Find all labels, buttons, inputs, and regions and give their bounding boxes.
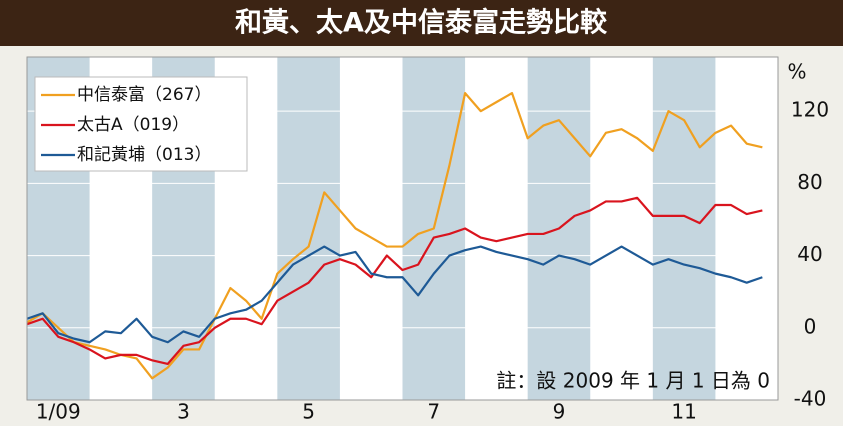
plot-border [26,56,779,401]
series-line [26,92,763,380]
month-band [652,57,716,400]
legend-label: 中信泰富（267） [77,85,211,105]
chart-title: 和黃、太A及中信泰富走勢比較 [235,7,608,39]
series-line [26,245,763,344]
annotation: 註：設 2009 年 1 月 1 日為 0 [496,369,770,393]
legend-label: 太古A（019） [77,115,189,135]
x-tick-label: 9 [553,400,566,424]
month-band [277,57,340,400]
x-tick-label: 7 [427,400,440,424]
y-tick-label: -40 [794,387,827,411]
y-tick-label: 40 [797,242,822,266]
x-tick-label: 5 [302,400,315,424]
x-tick-label: 1/09 [36,400,81,424]
series-line [26,196,763,365]
x-tick-label: 3 [177,400,190,424]
y-tick-label: 120 [791,98,829,122]
y-tick-label: 0 [804,314,817,338]
y-tick-label: 80 [797,170,822,194]
y-axis-label: % [787,60,806,84]
x-tick-label: 11 [671,400,696,424]
legend-label: 和記黃埔（013） [77,145,211,165]
title-bar [0,0,843,46]
